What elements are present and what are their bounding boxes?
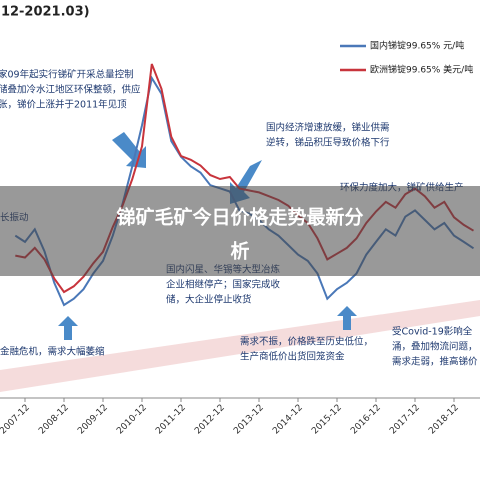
annotation: 金融危机，需求大幅萎缩	[0, 346, 105, 358]
annotation: 生产商低价出货回笼资金	[240, 351, 345, 363]
x-tick-label: 2008-12	[37, 403, 71, 437]
x-tick-label: 2012-12	[193, 403, 227, 437]
x-tick-label: 2016-12	[349, 403, 383, 437]
x-tick-label: 2010-12	[115, 403, 149, 437]
annotation: 逆转，锑品积压导致价格下行	[266, 137, 390, 149]
annotation: 需求走弱，推高锑价	[392, 356, 478, 368]
annotation: 涌，叠加物流问题，	[392, 341, 478, 353]
x-tick-label: 2015-12	[310, 403, 344, 437]
x-tick-label: 2007-12	[0, 403, 32, 437]
annotation: 储叠加冷水江地区环保整顿，供应	[0, 84, 141, 96]
annotation: 企业相继停产；国家完成收	[166, 279, 281, 291]
x-tick-label: 2018-12	[427, 403, 461, 437]
x-tick-label: 2013-12	[232, 403, 266, 437]
x-tick-label: 2009-12	[76, 403, 110, 437]
annotation: 储，大企业停止收货	[166, 294, 252, 306]
x-tick-label: 2014-12	[271, 403, 305, 437]
legend-label: 国内锑锭99.65% 元/吨	[370, 40, 464, 52]
chart-title: .12-2021.03)	[0, 5, 90, 20]
annotation: 家09年起实行锑矿开采总量控制	[0, 69, 134, 81]
annotation: 需求不振，价格跌至历史低位，	[240, 336, 373, 348]
x-tick-label: 2011-12	[154, 403, 188, 437]
annotation: 张，锑价上涨并于2011年见顶	[0, 99, 127, 111]
overlay-title: 析	[230, 240, 249, 263]
annotation: 国内经济增速放缓，锑业供需	[266, 122, 390, 134]
title-banner	[0, 186, 480, 276]
annotation: 受Covid-19影响全	[392, 326, 473, 338]
trend-band	[0, 300, 480, 392]
legend-label: 欧洲锑锭99.65% 美元/吨	[370, 64, 473, 76]
overlay-title: 锑矿毛矿今日价格走势最新分	[116, 206, 363, 229]
x-tick-label: 2017-12	[388, 403, 422, 437]
